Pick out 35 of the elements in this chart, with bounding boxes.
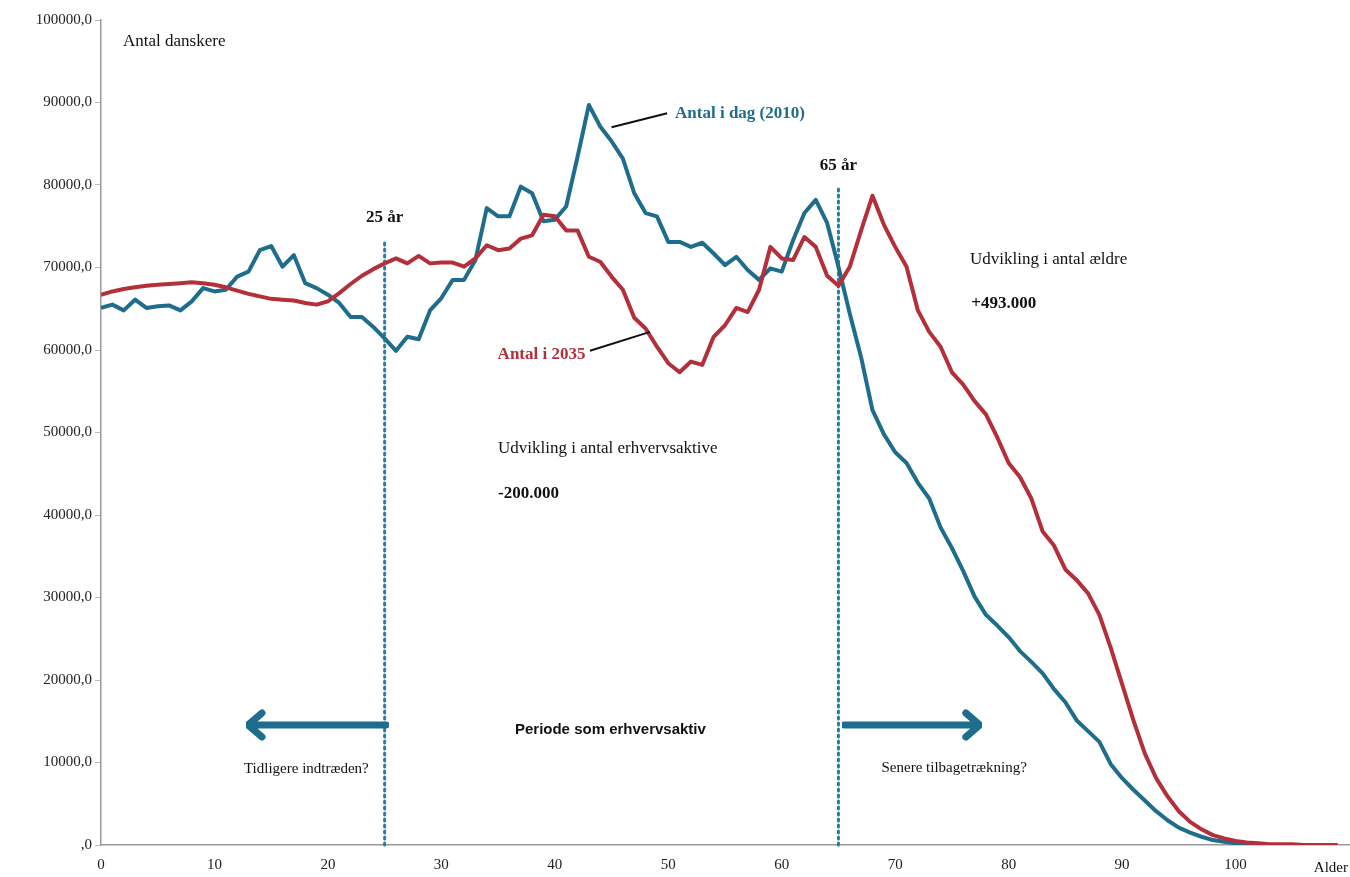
y-axis-title: Antal danskere bbox=[123, 31, 226, 51]
x-tick-label: 60 bbox=[774, 855, 790, 872]
annotation: -200.000 bbox=[498, 482, 560, 502]
text: Antal i 2035 bbox=[497, 344, 586, 364]
y-tick-label: 20000,0 bbox=[43, 670, 92, 687]
annotation: Periode som erhvervsaktiv bbox=[514, 720, 707, 738]
y-tick-label: 70000,0 bbox=[43, 258, 92, 275]
x-tick-label: 90 bbox=[1114, 855, 1130, 872]
y-tick-label: 100000,0 bbox=[35, 10, 92, 27]
x-tick-label: 50 bbox=[660, 855, 676, 872]
y-tick-label: ,0 bbox=[80, 835, 92, 852]
y-tick-label: 60000,0 bbox=[43, 340, 92, 357]
y-tick-label: 30000,0 bbox=[43, 588, 92, 605]
x-tick-label: 10 bbox=[206, 855, 222, 872]
annotation: Tidligere indtræden? bbox=[243, 760, 370, 777]
x-tick-label: 100 bbox=[1224, 855, 1247, 872]
x-tick-label: 80 bbox=[1001, 855, 1017, 872]
ref-line-label: 65 år bbox=[819, 155, 858, 175]
y-tick-label: 80000,0 bbox=[43, 175, 92, 192]
annotation: Udvikling i antal erhvervsaktive bbox=[498, 438, 718, 458]
text: Antal i dag (2010) bbox=[675, 103, 805, 123]
x-tick-label: 70 bbox=[887, 855, 903, 872]
y-tick-label: 40000,0 bbox=[43, 505, 92, 522]
annotation: Udvikling i antal ældre bbox=[970, 248, 1128, 268]
x-axis-title: Alder bbox=[1313, 859, 1348, 876]
x-tick-label: 20 bbox=[320, 855, 336, 872]
annotation: Senere tilbagetrækning? bbox=[881, 759, 1028, 776]
y-tick-label: 90000,0 bbox=[43, 93, 92, 110]
y-tick-label: 50000,0 bbox=[43, 423, 92, 440]
x-tick-label: 0 bbox=[97, 855, 105, 872]
y-tick-label: 10000,0 bbox=[43, 753, 92, 770]
x-tick-label: 40 bbox=[547, 855, 563, 872]
x-tick-label: 30 bbox=[433, 855, 449, 872]
ref-line-label: 25 år bbox=[365, 207, 404, 227]
annotation: +493.000 bbox=[971, 293, 1037, 313]
